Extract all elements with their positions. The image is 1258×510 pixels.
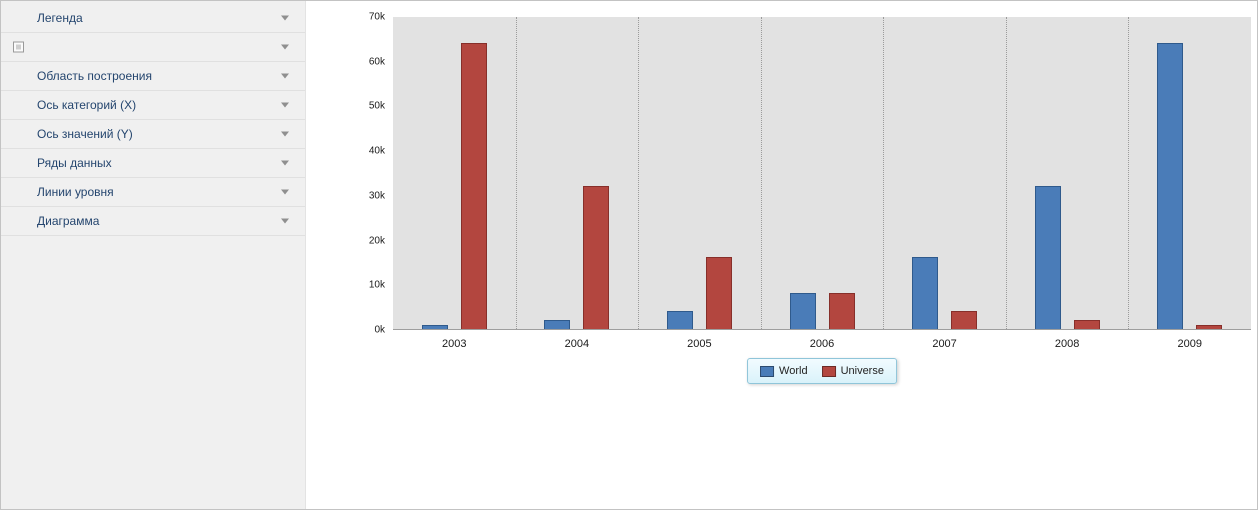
bar-universe-2008[interactable] — [1074, 320, 1100, 329]
chevron-down-icon — [281, 189, 289, 195]
bar-universe-2007[interactable] — [951, 311, 977, 329]
x-axis-labels: 2003 2004 2005 2006 2007 2008 2009 — [393, 338, 1251, 352]
x-tick-label: 2008 — [1054, 338, 1080, 350]
gridline — [1006, 17, 1007, 329]
y-tick-label: 20k — [368, 235, 385, 247]
properties-panel: Легенда Область построения Ось категорий… — [1, 1, 306, 509]
legend-label: Universe — [840, 365, 884, 377]
chevron-down-icon — [281, 160, 289, 166]
y-tick-label: 30k — [368, 190, 385, 202]
gridline — [516, 17, 517, 329]
y-axis-labels: 0k 10k 20k 30k 40k 50k 60k 70k — [343, 12, 389, 336]
sidebar-item-label: Ось значений (Y) — [37, 127, 133, 141]
bar-universe-2004[interactable] — [583, 186, 609, 329]
legend-item-universe[interactable]: Universe — [821, 365, 884, 377]
gridline — [1128, 17, 1129, 329]
bar-universe-2009[interactable] — [1196, 325, 1222, 329]
x-tick-label: 2007 — [932, 338, 957, 350]
y-tick-label: 40k — [368, 145, 385, 157]
x-tick-label: 2004 — [564, 338, 590, 350]
sidebar-item-label: Ряды данных — [37, 156, 112, 170]
bar-world-2004[interactable] — [544, 320, 570, 329]
sidebar-item-label: Область построения — [37, 69, 152, 83]
y-tick-label: 10k — [368, 279, 385, 291]
gridline — [761, 17, 762, 329]
bar-universe-2005[interactable] — [706, 257, 732, 329]
x-tick-label: 2005 — [687, 338, 712, 350]
bar-world-2007[interactable] — [912, 257, 938, 329]
sidebar-item-y-axis[interactable]: Ось значений (Y) — [1, 120, 305, 149]
bar-world-2008[interactable] — [1035, 186, 1061, 329]
bar-world-2003[interactable] — [422, 325, 448, 329]
x-tick-label: 2003 — [442, 338, 467, 350]
chevron-down-icon — [281, 44, 289, 50]
sidebar-item-label: Диаграмма — [37, 214, 100, 228]
legend-label: World — [779, 365, 808, 377]
chart-panel: 0k 10k 20k 30k 40k 50k 60k 70k 2003 2004 2005 2006… — [307, 1, 1257, 509]
bar-world-2009[interactable] — [1157, 43, 1183, 329]
gridline — [883, 17, 884, 329]
y-tick-label: 60k — [368, 56, 385, 68]
sidebar-item-label: Ось категорий (X) — [37, 98, 137, 112]
x-tick-label: 2009 — [1177, 338, 1202, 350]
legend-swatch — [821, 365, 836, 377]
sidebar-item-constant-lines[interactable]: Линии уровня — [1, 178, 305, 207]
chevron-down-icon — [281, 15, 289, 21]
x-tick-label: 2006 — [809, 338, 835, 350]
sidebar-item-unnamed[interactable] — [1, 33, 305, 62]
legend-swatch — [760, 365, 775, 377]
chevron-down-icon — [281, 131, 289, 137]
legend-item-world[interactable]: World — [760, 365, 808, 377]
bar-world-2006[interactable] — [790, 293, 816, 329]
chevron-down-icon — [281, 102, 289, 108]
sidebar-item-series[interactable]: Ряды данных — [1, 149, 305, 178]
chart-legend[interactable]: World Universe — [747, 358, 897, 384]
chevron-down-icon — [281, 218, 289, 224]
y-tick-label: 0k — [374, 324, 385, 336]
bar-world-2005[interactable] — [667, 311, 693, 329]
gridline — [638, 17, 639, 329]
sidebar-item-legend[interactable]: Легенда — [1, 4, 305, 33]
bar-universe-2003[interactable] — [461, 43, 487, 329]
chevron-down-icon — [281, 73, 289, 79]
sidebar-item-label: Легенда — [37, 11, 83, 25]
sidebar-item-diagram[interactable]: Диаграмма — [1, 207, 305, 236]
y-tick-label: 70k — [368, 11, 385, 23]
plot-area[interactable] — [393, 17, 1251, 330]
sidebar-item-label: Линии уровня — [37, 185, 114, 199]
y-tick-label: 50k — [368, 100, 385, 112]
sidebar-item-x-axis[interactable]: Ось категорий (X) — [1, 91, 305, 120]
box-icon[interactable] — [13, 41, 24, 53]
sidebar-item-plot-area[interactable]: Область построения — [1, 62, 305, 91]
bar-universe-2006[interactable] — [829, 293, 855, 329]
